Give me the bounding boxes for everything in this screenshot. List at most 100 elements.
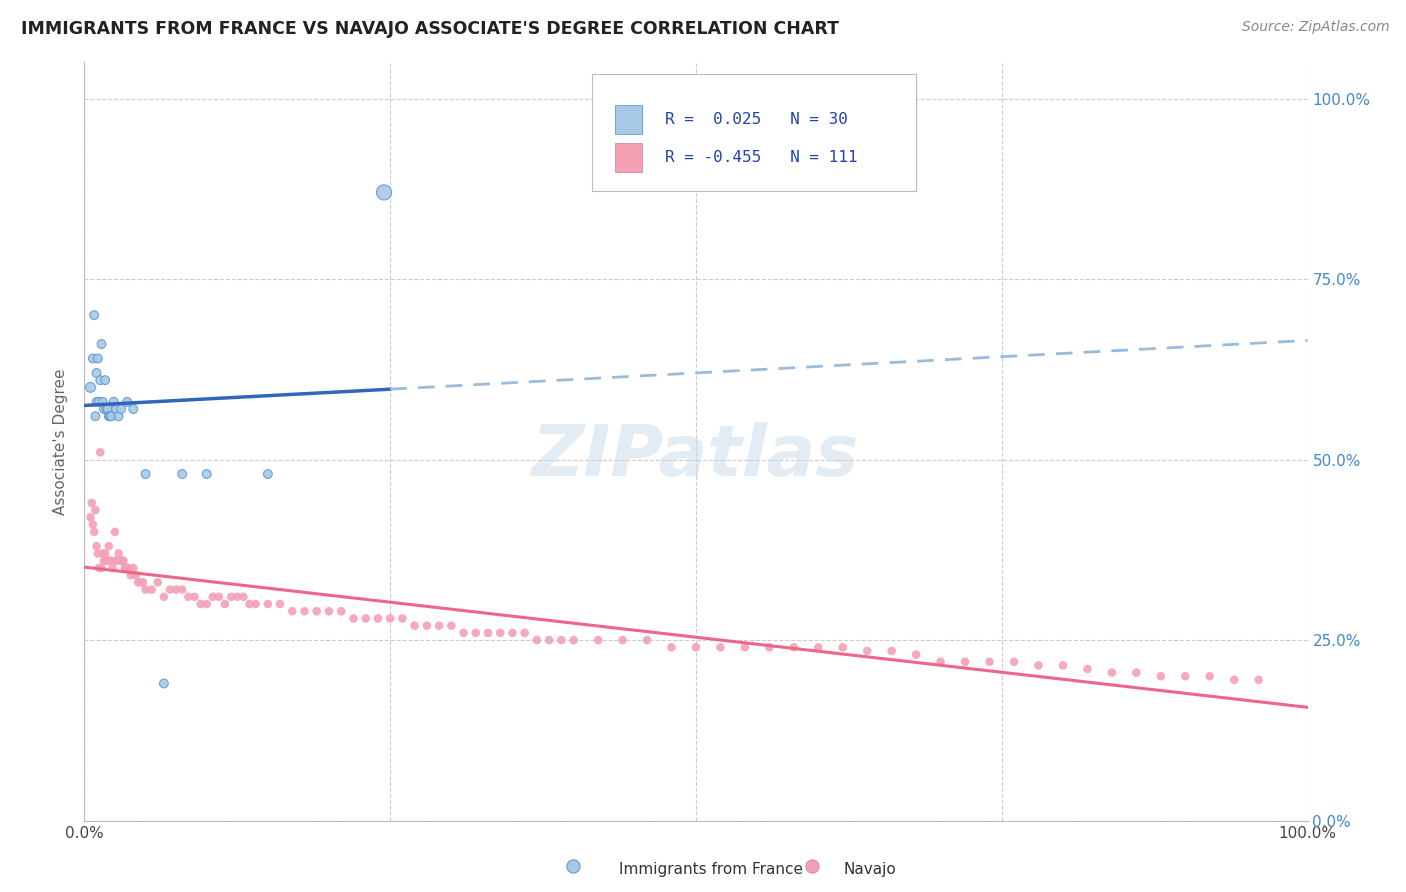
Point: [125, 568, 148, 582]
Point: [1223, 673, 1246, 687]
Point: [905, 648, 928, 662]
Point: [391, 611, 413, 625]
Point: [562, 858, 585, 872]
Point: [636, 633, 658, 648]
Point: [1002, 655, 1025, 669]
Y-axis label: Associate's Degree: Associate's Degree: [53, 368, 69, 515]
Point: [159, 582, 181, 597]
Point: [807, 640, 830, 655]
Point: [195, 467, 218, 481]
Point: [979, 655, 1001, 669]
Point: [219, 590, 242, 604]
Point: [97, 554, 120, 568]
Point: [80, 496, 103, 510]
Point: [96, 402, 118, 417]
Point: [856, 644, 879, 658]
Point: [318, 604, 340, 618]
Point: [79, 380, 101, 394]
Point: [82, 351, 104, 366]
FancyBboxPatch shape: [592, 74, 917, 191]
Point: [661, 640, 683, 655]
Point: [110, 554, 132, 568]
Point: [105, 554, 128, 568]
Point: [502, 626, 524, 640]
Point: [831, 640, 853, 655]
Point: [758, 640, 780, 655]
Point: [354, 611, 377, 625]
Point: [929, 655, 952, 669]
Point: [880, 644, 903, 658]
Point: [305, 604, 328, 618]
Point: [129, 575, 152, 590]
Point: [232, 590, 254, 604]
Point: [90, 337, 112, 351]
Point: [127, 575, 149, 590]
Point: [135, 467, 157, 481]
Point: [86, 366, 108, 380]
Point: [97, 402, 120, 417]
Point: [103, 394, 125, 409]
Point: [117, 561, 139, 575]
Point: [453, 626, 475, 640]
Point: [91, 546, 114, 560]
Point: [562, 633, 585, 648]
Point: [120, 568, 142, 582]
Point: [115, 561, 138, 575]
Point: [427, 618, 450, 632]
Point: [1174, 669, 1197, 683]
Point: [97, 539, 120, 553]
Point: [183, 590, 205, 604]
Point: [112, 554, 135, 568]
Point: [110, 402, 132, 417]
Point: [82, 517, 104, 532]
Point: [87, 546, 110, 560]
Point: [107, 409, 129, 424]
Point: [153, 590, 176, 604]
Point: [238, 597, 260, 611]
Point: [105, 402, 128, 417]
Point: [141, 582, 163, 597]
Text: Source: ZipAtlas.com: Source: ZipAtlas.com: [1241, 20, 1389, 34]
Point: [98, 554, 121, 568]
Point: [94, 373, 117, 387]
Point: [801, 858, 824, 872]
Point: [122, 402, 145, 417]
Point: [1028, 658, 1050, 673]
Point: [281, 604, 304, 618]
Point: [115, 394, 138, 409]
Point: [87, 394, 110, 409]
Point: [1125, 665, 1147, 680]
Point: [257, 467, 280, 481]
Text: R =  0.025   N = 30: R = 0.025 N = 30: [665, 112, 848, 127]
Point: [122, 561, 145, 575]
Point: [416, 618, 439, 632]
Point: [132, 575, 155, 590]
Point: [98, 409, 121, 424]
Point: [783, 640, 806, 655]
Point: [91, 394, 114, 409]
Point: [953, 655, 976, 669]
Point: [94, 546, 117, 560]
Point: [90, 561, 112, 575]
Point: [135, 582, 157, 597]
Point: [526, 633, 548, 648]
Text: Navajo: Navajo: [844, 863, 897, 877]
Point: [153, 676, 176, 690]
Point: [83, 524, 105, 539]
Point: [1150, 669, 1173, 683]
Point: [83, 308, 105, 322]
Point: [100, 409, 122, 424]
Text: Immigrants from France: Immigrants from France: [619, 863, 803, 877]
Point: [550, 633, 572, 648]
Point: [464, 626, 486, 640]
Point: [440, 618, 463, 632]
Point: [1198, 669, 1220, 683]
Point: [105, 554, 128, 568]
Point: [172, 582, 194, 597]
Point: [709, 640, 731, 655]
Point: [257, 597, 280, 611]
Point: [404, 618, 426, 632]
Point: [100, 554, 122, 568]
Point: [1101, 665, 1123, 680]
Point: [226, 590, 249, 604]
